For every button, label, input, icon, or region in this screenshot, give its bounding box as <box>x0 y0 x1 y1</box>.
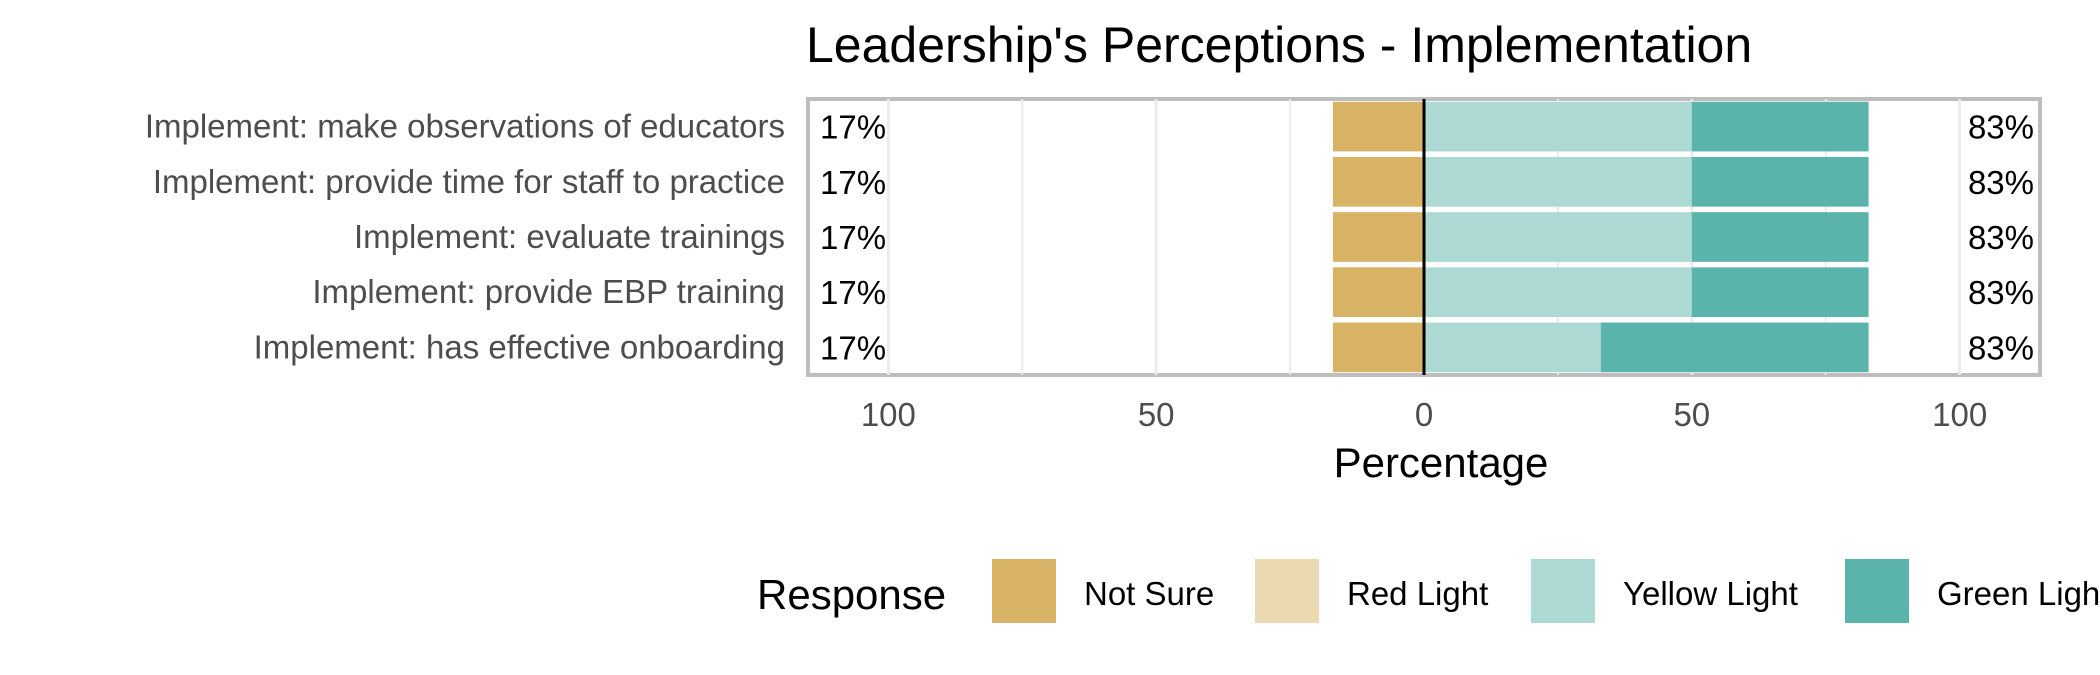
bar-segment <box>1424 322 1601 373</box>
bar-segment <box>1332 156 1424 207</box>
category-label: Implement: make observations of educator… <box>145 108 785 145</box>
category-labels: Implement: make observations of educator… <box>145 108 785 366</box>
bar-segment <box>1424 101 1692 152</box>
bar-segment <box>1332 101 1424 152</box>
category-label: Implement: has effective onboarding <box>254 328 785 365</box>
bar-segment <box>1691 101 1869 152</box>
left-percent-label: 17% <box>820 164 886 201</box>
x-axis-title: Percentage <box>1334 439 1549 486</box>
bar-segment <box>1424 267 1692 318</box>
x-tick-label: 0 <box>1415 396 1433 433</box>
bar-segment <box>1600 322 1869 373</box>
right-percent-label: 83% <box>1968 274 2034 311</box>
bar-segment <box>1424 156 1692 207</box>
right-percent-label: 83% <box>1968 164 2034 201</box>
bar-segment <box>1691 212 1869 262</box>
chart-title: Leadership's Perceptions - Implementatio… <box>806 17 1752 73</box>
percent-labels: 17% 83% 17% 83% 17% 83% 17% 83% 17% 83% <box>820 109 2034 367</box>
right-percent-label: 83% <box>1968 329 2034 366</box>
x-tick-label: 100 <box>861 396 916 433</box>
bar-segment <box>1332 267 1424 318</box>
bar-segment <box>1691 267 1869 318</box>
legend-label: Green Light <box>1937 575 2100 612</box>
legend-title: Response <box>757 571 946 618</box>
x-tick-label: 50 <box>1673 396 1710 433</box>
category-label: Implement: evaluate trainings <box>354 218 785 255</box>
right-percent-label: 83% <box>1968 219 2034 256</box>
category-label: Implement: provide EBP training <box>312 273 785 310</box>
legend-label: Red Light <box>1347 575 1488 612</box>
x-tick-label: 50 <box>1138 396 1175 433</box>
left-percent-label: 17% <box>820 329 886 366</box>
x-tick-label: 100 <box>1932 396 1987 433</box>
legend-swatch <box>1529 557 1597 625</box>
left-percent-label: 17% <box>820 109 886 146</box>
legend-swatch <box>990 557 1058 625</box>
left-percent-label: 17% <box>820 274 886 311</box>
category-label: Implement: provide time for staff to pra… <box>153 163 785 200</box>
right-percent-label: 83% <box>1968 109 2034 146</box>
legend: Not Sure Red Light Yellow Light Green Light <box>990 557 2100 625</box>
bar-segment <box>1332 322 1424 373</box>
legend-swatch <box>1253 557 1321 625</box>
bars <box>1332 101 1869 373</box>
left-percent-label: 17% <box>820 219 886 256</box>
x-tick-labels: 100 50 0 50 100 <box>861 396 1987 433</box>
legend-label: Not Sure <box>1084 575 1214 612</box>
bar-segment <box>1424 212 1692 262</box>
bar-segment <box>1332 212 1424 262</box>
bar-segment <box>1691 156 1869 207</box>
legend-swatch <box>1843 557 1911 625</box>
legend-label: Yellow Light <box>1623 575 1798 612</box>
